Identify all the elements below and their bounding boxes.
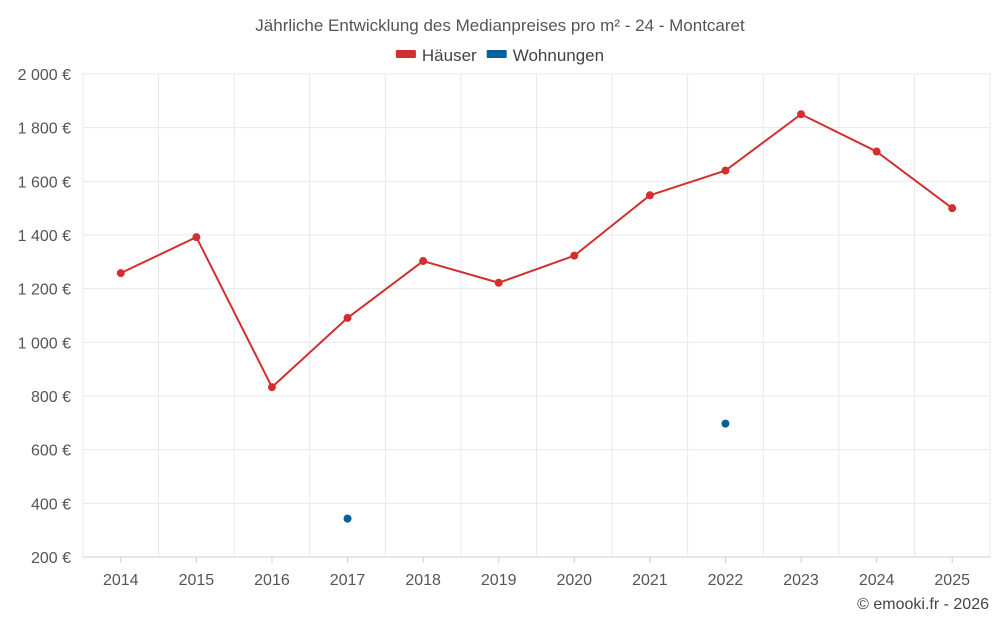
plot-area (116, 110, 957, 523)
y-tick-label: 1 200 € (18, 282, 71, 299)
x-axis: 2014 2015 2016 2017 2018 2019 2020 2021 2022 2023… (103, 557, 970, 589)
data-point-series-1 (645, 191, 654, 200)
data-point-series-1 (116, 269, 125, 278)
x-tick-label: 2023 (783, 572, 819, 589)
legend-swatch-1 (395, 50, 416, 58)
series-line-1 (120, 113, 953, 389)
credit: © emooki.fr - 2026 (857, 596, 989, 613)
x-tick-label: 2015 (179, 572, 215, 589)
legend: Häuser Wohnungen (395, 46, 604, 65)
legend-label-2: Wohnungen (513, 46, 604, 65)
y-tick-label: 1 800 € (18, 121, 71, 138)
data-point-series-2 (721, 419, 730, 428)
y-tick-label: 1 000 € (18, 335, 71, 352)
x-tick-label: 2014 (103, 572, 139, 589)
legend-swatch-2 (486, 50, 507, 58)
x-tick-label: 2020 (556, 572, 592, 589)
x-tick-label: 2024 (859, 572, 895, 589)
chart-title: Jährliche Entwicklung des Medianpreises … (255, 16, 745, 35)
data-point-series-1 (570, 251, 579, 260)
y-tick-label: 600 € (31, 443, 71, 460)
y-tick-label: 1 400 € (18, 228, 71, 245)
x-tick-label: 2018 (405, 572, 441, 589)
x-tick-label: 2022 (708, 572, 744, 589)
data-point-series-1 (343, 313, 352, 322)
data-point-series-1 (721, 166, 730, 175)
data-point-series-1 (192, 233, 201, 242)
x-tick-label: 2021 (632, 572, 668, 589)
y-tick-label: 200 € (31, 550, 71, 567)
data-point-series-1 (797, 110, 806, 119)
x-tick-label: 2019 (481, 572, 517, 589)
data-point-series-1 (267, 383, 276, 392)
data-point-series-1 (948, 204, 957, 213)
y-tick-label: 1 600 € (18, 174, 71, 191)
grid (82, 73, 991, 558)
x-tick-label: 2025 (934, 572, 970, 589)
data-point-series-1 (872, 147, 881, 156)
data-point-series-2 (343, 514, 352, 523)
y-tick-label: 800 € (31, 389, 71, 406)
legend-label-1: Häuser (422, 46, 477, 65)
y-tick-label: 400 € (31, 496, 71, 513)
x-tick-label: 2016 (254, 572, 290, 589)
data-point-series-1 (419, 257, 428, 266)
x-tick-label: 2017 (330, 572, 366, 589)
data-point-series-1 (494, 278, 503, 287)
y-axis: 200 € 400 € 600 € 800 € 1 000 € 1 200 € 1 400 … (18, 67, 71, 567)
y-tick-label: 2 000 € (18, 67, 71, 84)
